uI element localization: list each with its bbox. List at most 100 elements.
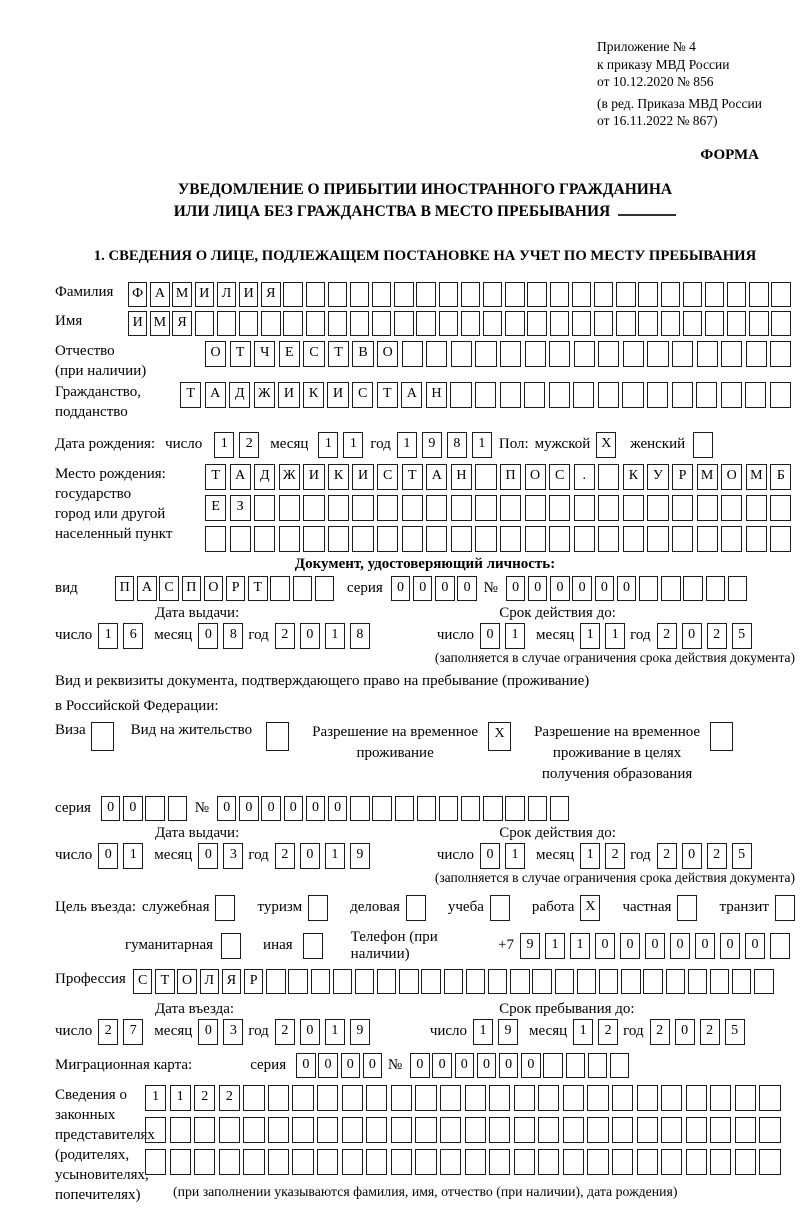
char-cell[interactable]: 1 <box>505 842 526 869</box>
char-cell[interactable]: М <box>172 281 192 307</box>
char-cell[interactable] <box>660 310 680 336</box>
char-cell[interactable]: 3 <box>223 842 244 869</box>
char-cell[interactable] <box>399 968 419 994</box>
char-cell[interactable] <box>401 525 423 552</box>
char-cell[interactable] <box>464 1116 486 1143</box>
char-cell[interactable]: А <box>401 381 423 408</box>
char-cell[interactable] <box>243 1148 265 1175</box>
char-cell[interactable] <box>661 575 681 601</box>
char-cell[interactable]: О <box>177 968 197 994</box>
char-cell[interactable] <box>548 381 570 408</box>
char-cell[interactable] <box>366 1084 388 1111</box>
char-cell[interactable] <box>710 721 734 751</box>
char-cell[interactable] <box>677 894 698 921</box>
char-cell[interactable] <box>774 894 795 921</box>
char-cell[interactable]: 2 <box>706 842 727 869</box>
char-cell[interactable] <box>549 340 571 367</box>
char-cell[interactable] <box>647 494 669 521</box>
char-cell[interactable] <box>593 281 614 307</box>
char-cell[interactable] <box>513 1148 535 1175</box>
char-cell[interactable]: 1 <box>324 622 345 649</box>
char-cell[interactable] <box>292 1116 314 1143</box>
char-cell[interactable] <box>685 1148 707 1175</box>
char-cell[interactable]: Р <box>243 968 264 994</box>
char-cell[interactable] <box>759 1148 781 1175</box>
char-cell[interactable] <box>660 281 680 307</box>
char-cell[interactable] <box>327 281 348 307</box>
char-cell[interactable] <box>527 281 547 307</box>
char-cell[interactable]: 1 <box>545 932 565 959</box>
char-cell[interactable] <box>390 1116 412 1143</box>
char-cell[interactable] <box>565 1052 585 1078</box>
char-cell[interactable]: 0 <box>476 1052 497 1078</box>
purpose-option-8-checkbox[interactable] <box>302 932 323 959</box>
char-cell[interactable]: 0 <box>413 575 433 601</box>
char-cell[interactable]: Т <box>376 381 398 408</box>
char-cell[interactable] <box>450 525 472 552</box>
char-cell[interactable]: 0 <box>681 622 702 649</box>
char-cell[interactable] <box>267 1116 290 1143</box>
char-cell[interactable] <box>727 281 747 307</box>
char-cell[interactable]: Т <box>205 463 227 490</box>
char-cell[interactable]: Н <box>450 463 472 490</box>
char-cell[interactable] <box>671 525 694 552</box>
char-cell[interactable] <box>745 381 767 408</box>
char-cell[interactable]: 0 <box>198 622 219 649</box>
char-cell[interactable]: 0 <box>239 795 259 821</box>
char-cell[interactable] <box>169 1116 191 1143</box>
char-cell[interactable]: 8 <box>349 622 370 649</box>
char-cell[interactable] <box>372 281 392 307</box>
char-cell[interactable] <box>499 340 522 367</box>
char-cell[interactable] <box>687 968 708 994</box>
char-cell[interactable] <box>366 1116 388 1143</box>
char-cell[interactable] <box>499 525 522 552</box>
char-cell[interactable] <box>661 1148 683 1175</box>
char-cell[interactable]: Р <box>671 463 694 490</box>
char-cell[interactable] <box>636 1116 658 1143</box>
char-cell[interactable] <box>377 494 399 521</box>
char-cell[interactable] <box>745 340 767 367</box>
char-cell[interactable] <box>267 1084 290 1111</box>
char-cell[interactable] <box>254 525 276 552</box>
purpose-option-2-checkbox[interactable] <box>405 894 426 921</box>
char-cell[interactable] <box>622 340 645 367</box>
char-cell[interactable] <box>573 494 595 521</box>
char-cell[interactable]: 0 <box>681 842 702 869</box>
char-cell[interactable] <box>573 340 595 367</box>
char-cell[interactable] <box>587 1084 609 1111</box>
char-cell[interactable] <box>489 894 510 921</box>
char-cell[interactable]: 1 <box>505 622 526 649</box>
char-cell[interactable]: 1 <box>343 431 364 458</box>
char-cell[interactable]: С <box>159 575 179 601</box>
char-cell[interactable]: Я <box>261 281 281 307</box>
char-cell[interactable] <box>721 494 743 521</box>
char-cell[interactable] <box>549 525 571 552</box>
char-cell[interactable]: С <box>303 340 325 367</box>
char-cell[interactable]: И <box>327 381 349 408</box>
char-cell[interactable]: 5 <box>731 622 752 649</box>
char-cell[interactable]: 2 <box>239 431 260 458</box>
char-cell[interactable] <box>636 1084 658 1111</box>
char-cell[interactable] <box>327 310 348 336</box>
char-cell[interactable] <box>465 968 486 994</box>
char-cell[interactable]: Ч <box>254 340 276 367</box>
char-cell[interactable]: 8 <box>446 431 467 458</box>
char-cell[interactable]: 0 <box>283 795 303 821</box>
char-cell[interactable] <box>576 968 597 994</box>
char-cell[interactable]: М <box>150 310 170 336</box>
char-cell[interactable] <box>734 1116 757 1143</box>
char-cell[interactable]: 1 <box>605 622 626 649</box>
char-cell[interactable]: О <box>721 463 743 490</box>
char-cell[interactable] <box>460 281 481 307</box>
char-cell[interactable]: 0 <box>498 1052 519 1078</box>
char-cell[interactable] <box>415 1116 437 1143</box>
char-cell[interactable]: И <box>238 281 259 307</box>
char-cell[interactable]: Т <box>401 463 423 490</box>
char-cell[interactable]: А <box>150 281 170 307</box>
